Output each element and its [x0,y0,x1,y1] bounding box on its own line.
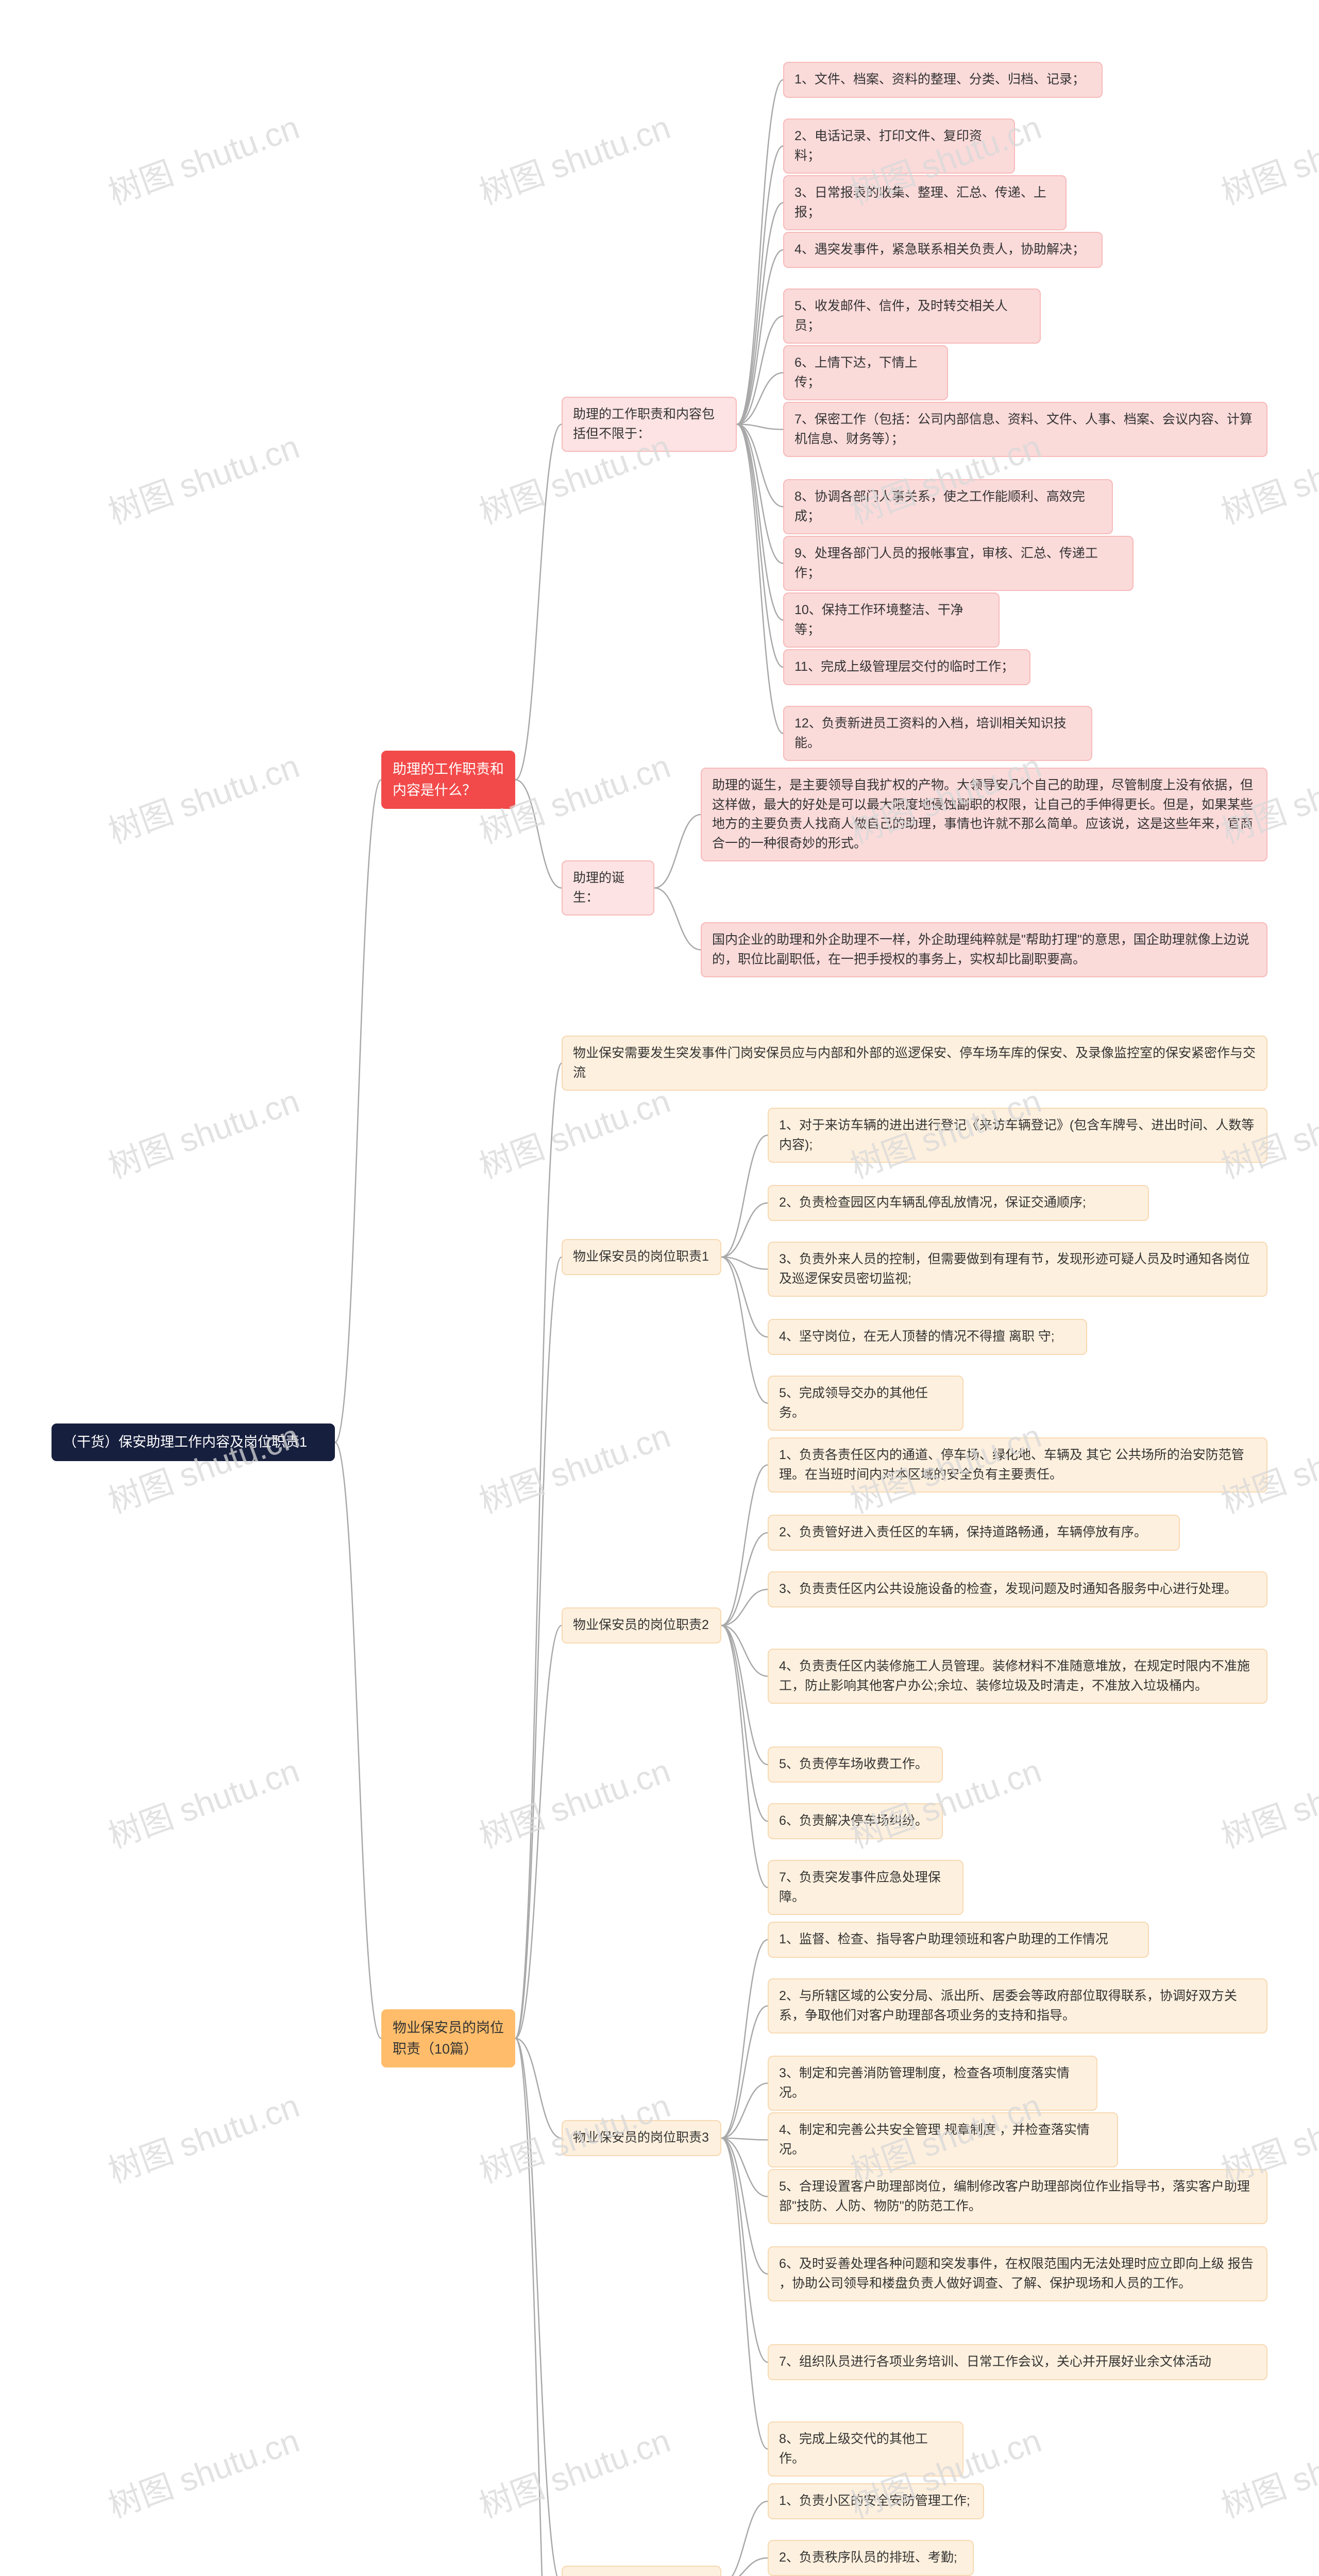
node-f2: 2、负责管好进入责任区的车辆，保持道路畅通，车辆停放有序。 [768,1515,1180,1551]
edge-b2-c5 [515,1625,562,2039]
edge-b2-c6 [515,2039,562,2139]
node-f7: 7、负责突发事件应急处理保障。 [768,1860,963,1915]
edge-c1-d2 [737,146,783,425]
edge-c7-h2 [721,2558,768,2576]
node-c5: 物业保安员的岗位职责2 [562,1607,721,1643]
node-g7: 7、组织队员进行各项业务培训、日常工作会议，关心并开展好业余文体活动 [768,2344,1267,2380]
edge-c2-d14 [654,888,701,950]
node-d5: 5、收发邮件、信件，及时转交相关人员； [783,289,1041,344]
edge-c5-f7 [721,1625,768,1888]
node-d13: 助理的诞生，是主要领导自我扩权的产物。大领导安几个自己的助理，尽管制度上没有依据… [701,768,1267,861]
node-c6: 物业保安员的岗位职责3 [562,2120,721,2156]
node-d12: 12、负责新进员工资料的入档，培训相关知识技能。 [783,706,1092,761]
node-e5: 5、完成领导交办的其他任务。 [768,1376,963,1431]
node-e1: 1、对于来访车辆的进出进行登记《来访车辆登记》(包含车牌号、进出时间、人数等内容… [768,1108,1267,1163]
node-f3: 3、负责责任区内公共设施设备的检查，发现问题及时通知各服务中心进行处理。 [768,1571,1267,1607]
node-g6: 6、及时妥善处理各种问题和突发事件，在权限范围内无法处理时应立即向上级 报告 ，… [768,2246,1267,2301]
edge-c6-g7 [721,2138,768,2362]
node-b1: 助理的工作职责和内容是什么？ [381,751,515,809]
node-e2: 2、负责检查园区内车辆乱停乱放情况，保证交通顺序; [768,1185,1149,1221]
node-d8: 8、协调各部门人事关系，使之工作能顺利、高效完成； [783,479,1113,534]
edge-c2-d13 [654,815,701,888]
node-g3: 3、制定和完善消防管理制度，检查各项制度落实情况。 [768,2056,1097,2111]
node-g8: 8、完成上级交代的其他工作。 [768,2421,963,2477]
node-d14: 国内企业的助理和外企助理不一样，外企助理纯粹就是"帮助打理"的意思，国企助理就像… [701,922,1267,977]
node-c4: 物业保安员的岗位职责1 [562,1239,721,1275]
node-d2: 2、电话记录、打印文件、复印资料； [783,118,1015,174]
node-e3: 3、负责外来人员的控制，但需要做到有理有节，发现形迹可疑人员及时通知各岗位及巡逻… [768,1242,1267,1297]
node-f6: 6、负责解决停车场纠纷。 [768,1803,943,1839]
edge-c1-d3 [737,203,783,425]
edge-c5-f6 [721,1625,768,1821]
edge-c4-e5 [721,1257,768,1403]
edge-c4-e2 [721,1203,768,1257]
node-c7: 物业保安员的岗位职责4 [562,2566,721,2576]
edge-c7-h1 [721,2501,768,2576]
node-e4: 4、坚守岗位，在无人顶替的情况不得擅 离职 守; [768,1319,1087,1355]
node-f5: 5、负责停车场收费工作。 [768,1747,943,1783]
edge-b2-c4 [515,1257,562,2039]
edge-c1-d10 [737,425,783,620]
node-g5: 5、合理设置客户助理部岗位，编制修改客户助理部岗位作业指导书，落实客户助理部"技… [768,2169,1267,2224]
edge-c6-g8 [721,2138,768,2449]
edge-b2-c3 [515,1063,562,2039]
node-g1: 1、监督、检查、指导客户助理领班和客户助理的工作情况 [768,1922,1149,1958]
node-d9: 9、处理各部门人员的报帐事宜，审核、汇总、传递工作； [783,536,1134,591]
edge-root-b1 [335,780,381,1443]
node-f1: 1、负责各责任区内的通道、停车场、绿化地、车辆及 其它 公共场所的治安防范管理。… [768,1437,1267,1493]
node-d11: 11、完成上级管理层交付的临时工作； [783,649,1030,685]
node-c3: 物业保安需要发生突发事件门岗安保员应与内部和外部的巡逻保安、停车场车库的保安、及… [562,1036,1267,1091]
node-d4: 4、遇突发事件，紧急联系相关负责人，协助解决； [783,232,1103,268]
node-h1: 1、负责小区的安全安防管理工作; [768,2483,984,2519]
node-h2: 2、负责秩序队员的排班、考勤; [768,2540,974,2576]
edge-c4-e1 [721,1136,768,1258]
node-c2: 助理的诞生： [562,860,654,916]
node-f4: 4、负责责任区内装修施工人员管理。装修材料不准随意堆放，在规定时限内不准施工，防… [768,1649,1267,1704]
edge-c5-f5 [721,1625,768,1765]
node-b2: 物业保安员的岗位职责（10篇） [381,2009,515,2067]
node-d7: 7、保密工作（包括：公司内部信息、资料、文件、人事、档案、会议内容、计算机信息、… [783,402,1267,457]
edge-b1-c1 [515,425,562,780]
edge-c6-g2 [721,2006,768,2139]
edge-c1-d11 [737,425,783,668]
node-d3: 3、日常报表的收集、整理、汇总、传递、上报； [783,175,1067,230]
node-root: （干货）保安助理工作内容及岗位职责1 [52,1423,335,1461]
edge-c1-d12 [737,425,783,734]
edge-c5-f1 [721,1465,768,1626]
node-d6: 6、上情下达，下情上传； [783,345,948,400]
node-g4: 4、制定和完善公共安全管理 规章制度 ，并检查落实情况。 [768,2112,1118,2167]
node-g2: 2、与所辖区域的公安分局、派出所、居委会等政府部位取得联系，协调好双方关系，争取… [768,1978,1267,2033]
node-d10: 10、保持工作环境整洁、干净等； [783,592,1000,648]
edge-c6-g1 [721,1940,768,2138]
edge-b1-c2 [515,780,562,888]
edge-root-b2 [335,1443,381,2039]
node-c1: 助理的工作职责和内容包括但不限于： [562,397,737,452]
node-d1: 1、文件、档案、资料的整理、分类、归档、记录； [783,62,1103,98]
edge-b2-c7 [515,2039,562,2576]
